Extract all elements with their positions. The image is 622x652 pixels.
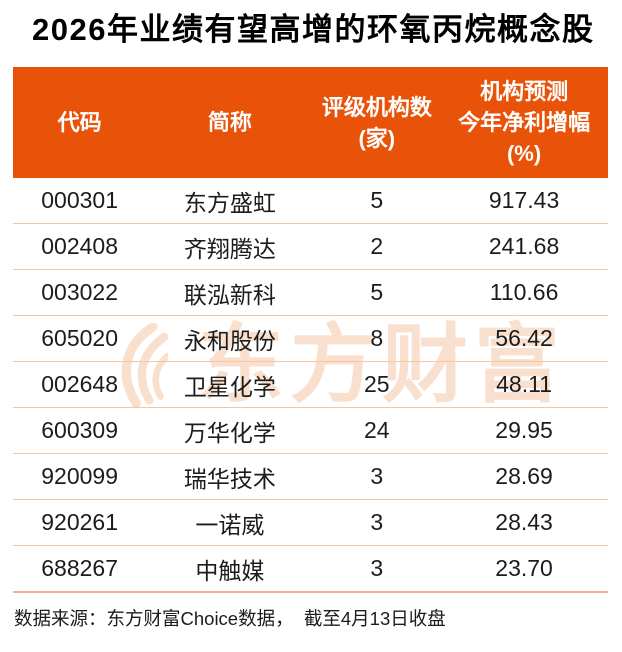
cell-forecast: 241.68 (488, 233, 560, 259)
header-line: 代码 (57, 110, 102, 135)
cell-forecast: 23.70 (495, 555, 553, 581)
cell-name: 中触媒 (195, 557, 265, 584)
column-header-code: 代码 (13, 67, 146, 178)
page-title: 2026年业绩有望高增的环氧丙烷概念股 (32, 12, 595, 47)
cell-name: 万华化学 (183, 419, 276, 446)
header-line: (%) (506, 141, 542, 166)
cell-code: 003022 (41, 279, 118, 305)
table-row: 003022 联泓新科 5 110.66 (13, 270, 608, 316)
table-row: 002648 卫星化学 25 48.11 (13, 362, 608, 408)
header-line: 机构预测 (480, 79, 569, 104)
cell-forecast: 28.69 (495, 463, 553, 489)
cell-forecast: 28.43 (495, 509, 553, 535)
cell-forecast: 110.66 (489, 279, 559, 305)
table-row: 600309 万华化学 24 29.95 (13, 408, 608, 454)
cell-code: 920099 (41, 463, 118, 489)
cell-code: 000301 (41, 187, 118, 213)
table-row: 920099 瑞华技术 3 28.69 (13, 454, 608, 500)
cell-name: 东方盛虹 (183, 189, 276, 216)
table-row: 002408 齐翔腾达 2 241.68 (13, 224, 608, 270)
cell-code: 605020 (41, 325, 118, 351)
cell-code: 002648 (41, 371, 118, 397)
table-header-row: 代码 简称 评级机构数 (家) 机构预测 今年净利增幅 (%) (13, 67, 608, 178)
cell-code: 600309 (41, 417, 118, 443)
cell-agencies: 25 (364, 371, 390, 397)
header-line: 评级机构数 (321, 94, 432, 120)
cell-agencies: 8 (370, 325, 384, 351)
table-row: 920261 一诺威 3 28.43 (13, 500, 608, 546)
table-body: 000301 东方盛虹 5 917.43 002408 齐翔腾达 2 241.6… (13, 178, 608, 593)
data-source-note: 数据来源：东方财富Choice数据， 截至4月13日收盘 (14, 608, 446, 629)
cell-code: 002408 (41, 233, 118, 259)
cell-name: 永和股份 (183, 327, 276, 354)
cell-name: 卫星化学 (183, 373, 276, 400)
cell-name: 齐翔腾达 (183, 235, 276, 262)
cell-forecast: 56.42 (495, 325, 553, 351)
cell-agencies: 5 (370, 187, 384, 213)
stock-table: 代码 简称 评级机构数 (家) 机构预测 今年净利增幅 (%) 000301 东… (13, 67, 608, 593)
cell-forecast: 917.43 (488, 187, 560, 213)
cell-name: 联泓新科 (183, 281, 276, 308)
cell-code: 920261 (41, 509, 118, 535)
cell-agencies: 24 (364, 417, 390, 443)
column-header-forecast: 机构预测 今年净利增幅 (%) (440, 67, 608, 178)
cell-agencies: 3 (370, 555, 384, 581)
table-row: 605020 永和股份 8 56.42 (13, 316, 608, 362)
infographic-page: 2026年业绩有望高增的环氧丙烷概念股 东方财富 代码 简称 评级机构数 (家)… (0, 10, 622, 631)
cell-forecast: 29.95 (495, 417, 553, 443)
cell-name: 瑞华技术 (183, 465, 276, 492)
header-line: 今年净利增幅 (458, 110, 591, 135)
cell-agencies: 3 (370, 509, 384, 535)
cell-agencies: 3 (370, 463, 384, 489)
cell-agencies: 2 (370, 233, 384, 259)
cell-code: 688267 (41, 555, 118, 581)
cell-name: 一诺威 (195, 511, 265, 538)
cell-forecast: 48.11 (496, 371, 552, 397)
column-header-name: 简称 (146, 67, 313, 178)
header-line: (家) (358, 125, 396, 151)
table-row: 688267 中触媒 3 23.70 (13, 546, 608, 593)
column-header-agencies: 评级机构数 (家) (313, 67, 440, 178)
table-row: 000301 东方盛虹 5 917.43 (13, 178, 608, 224)
header-line: 简称 (207, 110, 252, 135)
cell-agencies: 5 (370, 279, 384, 305)
